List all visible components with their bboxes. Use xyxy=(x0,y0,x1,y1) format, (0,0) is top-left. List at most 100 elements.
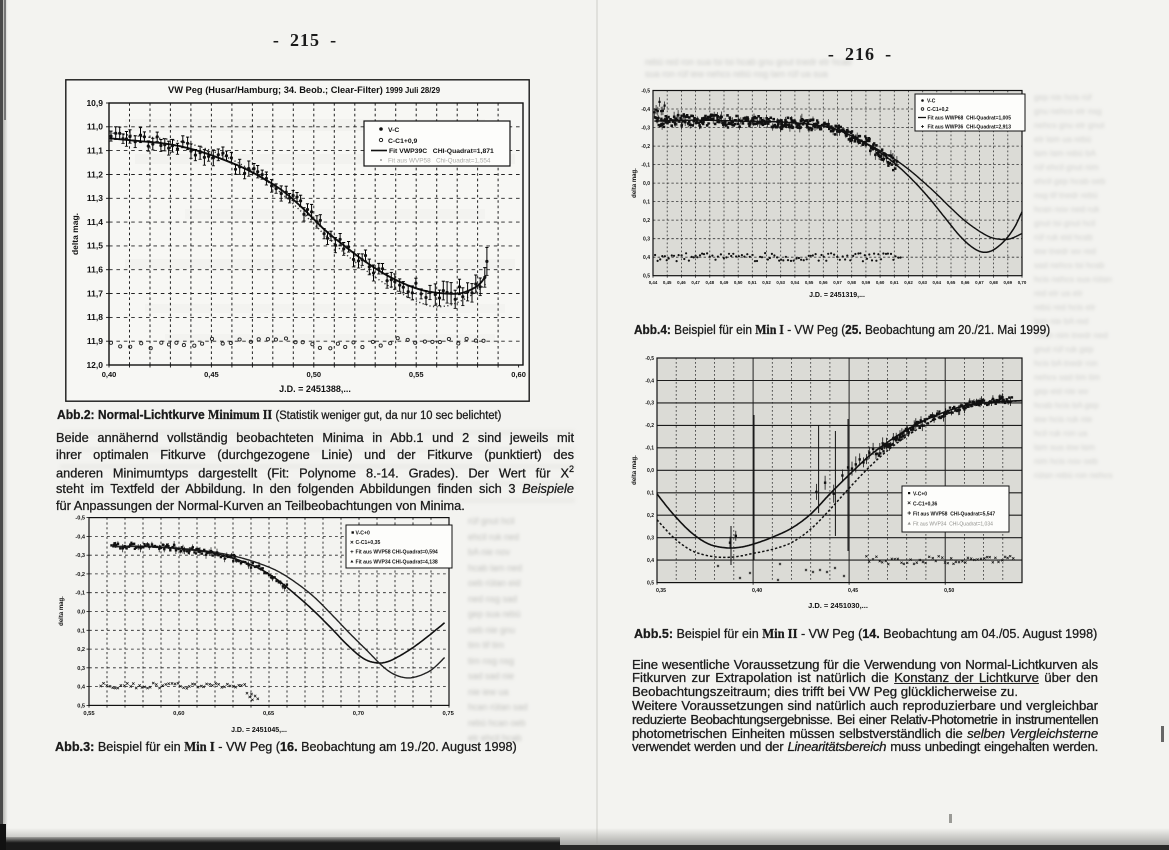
svg-text:0,63: 0,63 xyxy=(918,280,927,285)
svg-text:0,5: 0,5 xyxy=(77,703,85,709)
svg-text:0,70: 0,70 xyxy=(1018,280,1027,285)
svg-text:0,0: 0,0 xyxy=(643,181,650,187)
svg-text:0,2: 0,2 xyxy=(643,218,650,224)
svg-text:0,59: 0,59 xyxy=(862,280,871,285)
svg-text:Fit aus WVP58 CHI-Quadrat=0,59: Fit aus WVP58 CHI-Quadrat=0,594 xyxy=(356,550,438,556)
svg-text:C-C1+0,2: C-C1+0,2 xyxy=(927,107,949,113)
svg-text:11,3: 11,3 xyxy=(87,193,103,203)
svg-text:0,57: 0,57 xyxy=(833,280,842,285)
svg-text:0,56: 0,56 xyxy=(819,280,828,285)
svg-text:11,2: 11,2 xyxy=(87,169,103,179)
svg-text:delta mag.: delta mag. xyxy=(632,168,638,198)
svg-text:J.D. = 2451388,...: J.D. = 2451388,... xyxy=(279,384,351,394)
svg-text:0,58: 0,58 xyxy=(847,280,856,285)
svg-text:-0,2: -0,2 xyxy=(75,572,85,578)
svg-text:0,66: 0,66 xyxy=(961,280,970,285)
svg-text:0,69: 0,69 xyxy=(1004,280,1013,285)
svg-text:11,6: 11,6 xyxy=(87,265,103,275)
svg-text:0,53: 0,53 xyxy=(776,280,785,285)
svg-text:0,65: 0,65 xyxy=(263,711,275,717)
svg-text:0,64: 0,64 xyxy=(933,280,942,285)
svg-text:0,3: 0,3 xyxy=(643,237,650,243)
svg-text:V-C+0: V-C+0 xyxy=(913,492,927,498)
svg-text:0,61: 0,61 xyxy=(890,280,899,285)
svg-text:V-C: V-C xyxy=(927,99,936,105)
svg-text:C-C1+0,36: C-C1+0,36 xyxy=(913,502,938,508)
svg-text:V-C+0: V-C+0 xyxy=(356,531,370,537)
svg-text:J.D. = 2451045,...: J.D. = 2451045,... xyxy=(231,727,287,734)
svg-text:0,60: 0,60 xyxy=(173,711,184,717)
svg-text:0,60: 0,60 xyxy=(511,370,526,379)
svg-text:Fit aus WWP68 CHI-Quadrat=1,0: Fit aus WWP68 CHI-Quadrat=1,005 xyxy=(928,116,1012,122)
svg-text:delta mag.: delta mag. xyxy=(59,596,65,626)
svg-text:0,45: 0,45 xyxy=(204,370,219,379)
svg-text:11,4: 11,4 xyxy=(87,217,103,227)
svg-text:0,60: 0,60 xyxy=(876,280,885,285)
svg-text:-0,2: -0,2 xyxy=(641,144,650,150)
svg-text:Fit aus WVP58 CHI-Quadrat=5,5: Fit aus WVP58 CHI-Quadrat=5,547 xyxy=(913,512,995,518)
svg-text:-0,3: -0,3 xyxy=(641,125,650,131)
svg-text:0,5: 0,5 xyxy=(643,274,650,280)
svg-text:-0,5: -0,5 xyxy=(641,88,650,94)
svg-text:11,0: 11,0 xyxy=(87,122,103,132)
svg-text:0,50: 0,50 xyxy=(306,370,321,379)
svg-text:0,2: 0,2 xyxy=(77,647,85,653)
svg-text:-0,1: -0,1 xyxy=(645,446,654,452)
svg-text:0,45: 0,45 xyxy=(663,280,672,285)
svg-text:11,7: 11,7 xyxy=(87,288,103,298)
svg-text:Fit aus WVP58 Chi-Quadrat=1,: Fit aus WVP58 Chi-Quadrat=1,554 xyxy=(388,158,491,165)
svg-text:11,1: 11,1 xyxy=(87,145,103,155)
svg-text:0,3: 0,3 xyxy=(647,536,654,542)
svg-text:0,40: 0,40 xyxy=(752,588,762,594)
svg-text:-0,3: -0,3 xyxy=(75,553,85,559)
svg-text:0,1: 0,1 xyxy=(77,628,85,634)
svg-text:-0,4: -0,4 xyxy=(641,107,650,113)
svg-text:0,62: 0,62 xyxy=(904,280,913,285)
svg-text:0,51: 0,51 xyxy=(748,280,757,285)
svg-text:Fit VWP39C CHI-Quadrat=1,871: Fit VWP39C CHI-Quadrat=1,871 xyxy=(389,148,494,155)
svg-text:VW Peg (Husar/Hamburg; 34. Beo: VW Peg (Husar/Hamburg; 34. Beob.; Clear-… xyxy=(168,85,441,95)
svg-text:-0,3: -0,3 xyxy=(645,401,654,407)
svg-text:-0,1: -0,1 xyxy=(641,162,650,168)
svg-text:Fit aus WWP36 CHI-Quadrat=2,9: Fit aus WWP36 CHI-Quadrat=2,913 xyxy=(928,125,1012,131)
svg-text:11,9: 11,9 xyxy=(87,336,103,346)
svg-text:0,50: 0,50 xyxy=(944,588,954,594)
svg-text:0,2: 0,2 xyxy=(647,513,654,519)
svg-text:delta mag.: delta mag. xyxy=(632,455,638,485)
svg-text:0,68: 0,68 xyxy=(989,280,998,285)
svg-text:0,48: 0,48 xyxy=(706,280,715,285)
svg-text:0,55: 0,55 xyxy=(805,280,814,285)
svg-text:Fit aus WVP34 CHI-Quadrat=1,0: Fit aus WVP34 CHI-Quadrat=1,034 xyxy=(913,522,993,528)
svg-text:0,1: 0,1 xyxy=(647,491,654,497)
svg-text:-0,2: -0,2 xyxy=(645,423,654,429)
svg-text:-0,4: -0,4 xyxy=(75,534,86,540)
svg-text:0,35: 0,35 xyxy=(656,588,666,594)
svg-text:0,4: 0,4 xyxy=(647,558,654,564)
svg-text:J.D. = 2451319,...: J.D. = 2451319,... xyxy=(809,292,865,299)
svg-text:0,55: 0,55 xyxy=(409,370,424,379)
svg-text:0,65: 0,65 xyxy=(947,280,956,285)
svg-text:0,4: 0,4 xyxy=(77,685,86,691)
svg-text:0,5: 0,5 xyxy=(647,580,654,586)
svg-text:0,45: 0,45 xyxy=(848,588,858,594)
svg-text:0,52: 0,52 xyxy=(762,280,771,285)
svg-text:0,50: 0,50 xyxy=(734,280,743,285)
svg-text:11,8: 11,8 xyxy=(87,312,103,322)
svg-text:0,4: 0,4 xyxy=(643,255,650,261)
svg-text:-0,5: -0,5 xyxy=(645,356,654,362)
svg-text:-0,5: -0,5 xyxy=(75,516,85,522)
svg-text:10,9: 10,9 xyxy=(86,98,103,108)
svg-text:0,44: 0,44 xyxy=(649,280,658,285)
svg-text:0,67: 0,67 xyxy=(975,280,984,285)
svg-text:0,3: 0,3 xyxy=(77,666,85,672)
svg-text:0,49: 0,49 xyxy=(720,280,729,285)
svg-text:C-C1+0,9: C-C1+0,9 xyxy=(388,138,417,145)
svg-text:0,1: 0,1 xyxy=(643,199,650,205)
svg-text:11,5: 11,5 xyxy=(87,241,103,251)
svg-text:0,55: 0,55 xyxy=(83,711,95,717)
svg-text:0,0: 0,0 xyxy=(647,468,654,474)
svg-text:0,0: 0,0 xyxy=(77,610,85,616)
svg-text:J.D. = 2451030,...: J.D. = 2451030,... xyxy=(808,601,868,610)
svg-text:0,70: 0,70 xyxy=(353,711,364,717)
svg-text:V-C: V-C xyxy=(388,127,399,134)
